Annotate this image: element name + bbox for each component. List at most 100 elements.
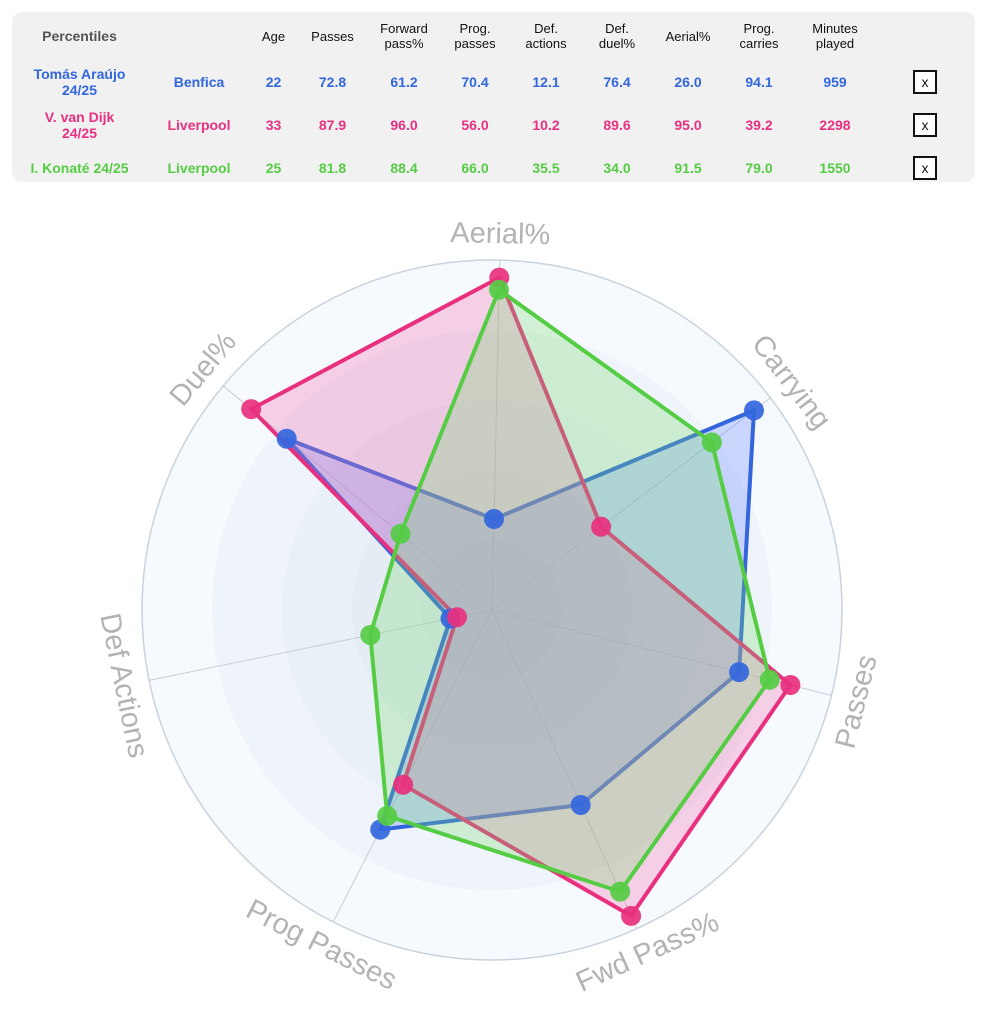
- cell-age: 25: [265, 159, 282, 176]
- cell-age: 33: [265, 116, 282, 133]
- header-line2: carries: [739, 36, 779, 51]
- remove-cell: x: [875, 60, 975, 103]
- radar-point: [570, 795, 591, 815]
- radar-point: [729, 662, 750, 683]
- player-name: V. van Dijk 24/25: [12, 103, 147, 146]
- radar-spoke: [491, 260, 501, 611]
- team-name: Benfica: [173, 73, 225, 90]
- remove-player-button[interactable]: x: [913, 69, 937, 94]
- column-header-aerial[interactable]: Aerial%: [653, 12, 723, 60]
- cell-minutes: 2298: [819, 116, 851, 133]
- cell-def-actions: 10.2: [532, 116, 560, 133]
- cell-def-duel: 89.6: [603, 116, 631, 133]
- cell-def-actions: 12.1: [532, 73, 560, 90]
- table-corner-label: Percentiles: [42, 27, 117, 44]
- header-line1: Def.: [534, 21, 558, 36]
- header-line1: Forward: [380, 21, 428, 36]
- radar-point: [241, 399, 262, 420]
- cell-aerial: 26.0: [674, 73, 702, 90]
- radar-spoke: [222, 385, 493, 611]
- radar-spoke: [149, 609, 493, 681]
- cell-prog-passes: 66.0: [461, 159, 489, 176]
- cell-forward-pass: 61.2: [390, 73, 418, 90]
- header-line1: Minutes: [812, 21, 858, 36]
- table-header-row: Percentiles Age Passes Forward pass% Prog…: [12, 12, 975, 60]
- radar-spoke: [332, 609, 493, 923]
- remove-cell: x: [875, 146, 975, 189]
- player-name-line2: 24/25: [61, 124, 98, 141]
- remove-cell: x: [875, 103, 975, 146]
- column-header-def-duel[interactable]: Def. duel%: [581, 12, 653, 60]
- remove-column-header: [875, 12, 975, 60]
- cell-def-actions: 35.5: [532, 159, 560, 176]
- cell-passes: 87.9: [318, 116, 347, 133]
- column-header-forward-pass[interactable]: Forward pass%: [369, 12, 439, 60]
- team-column-header: [147, 12, 251, 60]
- radar-point: [360, 625, 381, 645]
- player-name: Tomás Araújo 24/25: [12, 60, 147, 103]
- cell-aerial: 91.5: [674, 159, 702, 176]
- team-name: Liverpool: [167, 159, 231, 176]
- cell-prog-carries: 39.2: [745, 116, 773, 133]
- radar-point: [780, 675, 801, 695]
- cell-forward-pass: 96.0: [390, 116, 418, 133]
- radar-point: [759, 669, 780, 690]
- table-row: I. Konaté 24/25 Liverpool 25 81.8 88.4 6…: [12, 146, 975, 189]
- cell-minutes: 1550: [819, 159, 851, 176]
- radar-spoke: [491, 609, 638, 929]
- column-header-passes[interactable]: Passes: [296, 12, 369, 60]
- cell-def-duel: 34.0: [603, 159, 631, 176]
- header-line2: actions: [525, 36, 567, 51]
- cell-prog-carries: 79.0: [745, 159, 773, 176]
- percentiles-panel: Percentiles Age Passes Forward pass% Prog…: [12, 12, 975, 182]
- radar-spoke: [491, 397, 771, 611]
- radar-point: [744, 400, 764, 421]
- header-line1: Def.: [605, 21, 629, 36]
- radar-series-area: [284, 408, 756, 832]
- header-line2: pass%: [384, 36, 424, 51]
- header-line1: Prog.: [459, 21, 491, 36]
- header-line1: Aerial%: [665, 28, 711, 44]
- radar-series-area: [368, 287, 772, 894]
- header-line1: Prog.: [743, 21, 775, 36]
- header-line2: played: [815, 36, 855, 51]
- column-header-def-actions[interactable]: Def. actions: [511, 12, 581, 60]
- header-line1: Passes: [311, 28, 354, 44]
- column-header-minutes[interactable]: Minutes played: [795, 12, 875, 60]
- column-header-prog-passes[interactable]: Prog. passes: [439, 12, 511, 60]
- radar-point: [489, 279, 509, 300]
- team-name: Liverpool: [167, 116, 231, 133]
- cell-passes: 72.8: [318, 73, 347, 90]
- header-line2: passes: [454, 36, 496, 51]
- cell-prog-passes: 56.0: [461, 116, 489, 133]
- player-name-line1: Tomás Araújo: [33, 65, 126, 82]
- radar-point: [610, 881, 631, 902]
- radar-point: [621, 905, 642, 926]
- header-line1: Age: [261, 28, 286, 44]
- cell-aerial: 95.0: [674, 116, 702, 133]
- radar-point: [447, 607, 467, 628]
- remove-player-button[interactable]: x: [913, 155, 937, 180]
- cell-def-duel: 76.4: [603, 73, 631, 90]
- radar-point: [276, 428, 297, 449]
- radar-point: [484, 509, 504, 529]
- player-name-line2: 24/25: [61, 81, 98, 98]
- remove-player-button[interactable]: x: [913, 112, 937, 137]
- table-row: Tomás Araújo 24/25 Benfica 22 72.8 61.2 7…: [12, 60, 975, 103]
- cell-forward-pass: 88.4: [390, 159, 418, 176]
- player-name-line1: I. Konaté 24/25: [30, 159, 129, 176]
- radar-point: [701, 432, 722, 453]
- cell-prog-passes: 70.4: [461, 73, 489, 90]
- cell-age: 22: [265, 73, 282, 90]
- radar-axis-label: Aerial%: [450, 217, 551, 251]
- player-name: I. Konaté 24/25: [12, 146, 147, 189]
- radar-point: [393, 774, 414, 795]
- cell-prog-carries: 94.1: [745, 73, 773, 90]
- radar-point: [390, 523, 411, 544]
- column-header-prog-carries[interactable]: Prog. carries: [723, 12, 795, 60]
- column-header-age[interactable]: Age: [251, 12, 296, 60]
- cell-passes: 81.8: [318, 159, 347, 176]
- player-name-line1: V. van Dijk: [44, 108, 115, 125]
- percentiles-table: Percentiles Age Passes Forward pass% Prog…: [12, 12, 975, 189]
